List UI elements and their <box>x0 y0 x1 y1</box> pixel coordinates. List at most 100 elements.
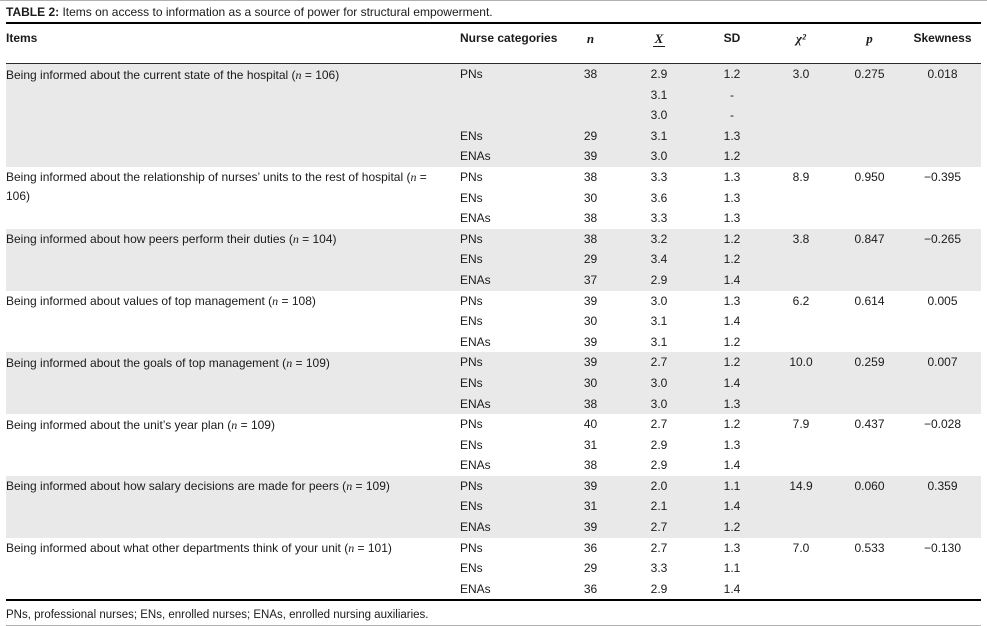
stats-table-body: Being informed about the current state o… <box>6 63 981 601</box>
sd-cell: 1.2 <box>697 63 767 85</box>
p-value-cell <box>835 125 904 147</box>
chi-square-cell: 7.9 <box>792 417 810 432</box>
nurse-category-cell: ENAs <box>460 146 560 167</box>
mean-cell: 3.0 <box>621 393 697 415</box>
table-caption: TABLE 2: Items on access to information … <box>6 1 981 24</box>
n-cell: 40 <box>583 417 598 432</box>
chi-square-cell <box>767 188 835 209</box>
table-row: Being informed about what other departme… <box>6 538 981 559</box>
nurse-category-cell: ENs <box>460 314 483 329</box>
chi-square-cell: 7.0 <box>792 540 810 555</box>
table-row: Being informed about the relationship of… <box>6 167 981 204</box>
item-n-symbol: n <box>295 67 302 82</box>
chi-square-cell: 3.8 <box>767 228 835 250</box>
p-value-cell <box>835 558 904 579</box>
n-cell: 39 <box>560 352 621 373</box>
header-row: Items Nurse categories n X SD χ² p Skewn… <box>6 24 981 64</box>
sd-cell: - <box>697 84 767 106</box>
item-cell: Being informed about the goals of top ma… <box>6 352 460 415</box>
table-row: ENAs 38 2.9 1.4 <box>6 455 981 476</box>
skewness-cell <box>904 311 981 332</box>
chi-square-cell <box>767 579 835 601</box>
chi-square-cell: 3.0 <box>767 63 835 85</box>
sd-cell: 1.2 <box>697 228 767 250</box>
table-row: ENAs 36 2.9 1.4 <box>6 579 981 601</box>
nurse-category-cell: ENAs <box>460 334 491 349</box>
table-row: ENs 29 3.4 1.2 <box>6 249 981 270</box>
skewness-cell <box>904 496 981 518</box>
n-cell: 29 <box>583 561 598 576</box>
sd-cell: 1.2 <box>723 334 741 349</box>
sd-cell: 1.3 <box>697 393 767 415</box>
skewness-cell <box>904 579 981 601</box>
n-cell: 36 <box>583 581 598 596</box>
skewness-cell: −0.395 <box>923 169 962 184</box>
skewness-cell <box>904 146 981 167</box>
mean-cell: 3.6 <box>650 190 668 205</box>
chi-square-cell: 14.9 <box>767 475 835 497</box>
nurse-category-cell: PNs <box>460 228 560 250</box>
table-row: 3.1- <box>6 84 981 106</box>
item-n-symbol: n <box>346 479 353 494</box>
n-cell: 38 <box>560 63 621 85</box>
nurse-category-cell: ENs <box>460 437 483 452</box>
mean-cell: 3.4 <box>621 249 697 270</box>
chi-square-cell <box>767 517 835 538</box>
skewness-cell: −0.028 <box>923 417 962 432</box>
mean-cell: 2.9 <box>621 269 697 291</box>
item-cell: Being informed about what other departme… <box>6 541 392 556</box>
p-value-cell: 0.275 <box>835 63 904 85</box>
skewness-cell <box>904 558 981 579</box>
sd-cell: 1.4 <box>697 496 767 518</box>
n-cell <box>560 105 621 126</box>
skewness-cell <box>904 125 981 147</box>
skewness-cell <box>904 393 981 415</box>
mean-cell: 3.0 <box>621 146 697 167</box>
nurse-category-cell: PNs <box>460 475 560 497</box>
skewness-cell: 0.018 <box>904 63 981 85</box>
table-row: ENs 31 2.9 1.3 <box>6 435 981 456</box>
nurse-category-cell: PNs <box>460 352 560 373</box>
table-row: ENs 29 3.3 1.1 <box>6 558 981 579</box>
mean-cell: 3.0 <box>650 293 668 308</box>
item-n-symbol: n <box>348 541 355 556</box>
p-value-cell <box>835 146 904 167</box>
p-value-cell <box>835 332 904 353</box>
n-cell: 39 <box>560 475 621 497</box>
n-cell <box>560 84 621 106</box>
n-cell: 31 <box>583 437 598 452</box>
nurse-category-cell: ENAs <box>460 393 560 415</box>
sd-cell: 1.3 <box>723 211 741 226</box>
chi-square-cell <box>767 393 835 415</box>
n-cell: 39 <box>560 146 621 167</box>
n-cell: 37 <box>560 269 621 291</box>
mean-cell: 2.1 <box>621 496 697 518</box>
p-value-cell: 0.614 <box>854 293 885 308</box>
nurse-category-cell: ENs <box>460 190 483 205</box>
sd-cell: 1.3 <box>723 169 741 184</box>
table-footnote: PNs, professional nurses; ENs, enrolled … <box>6 601 981 626</box>
skewness-cell: −0.130 <box>923 540 962 555</box>
chi-square-cell: 6.2 <box>792 293 810 308</box>
nurse-category-cell: ENs <box>460 249 560 270</box>
chi-square-cell <box>767 558 835 579</box>
table-caption-text: Items on access to information as a sour… <box>62 5 493 19</box>
sd-cell: 1.3 <box>723 190 741 205</box>
sd-cell: 1.2 <box>697 146 767 167</box>
p-value-cell <box>835 579 904 601</box>
col-header-nurse-categories: Nurse categories <box>460 24 560 64</box>
stats-table: Items Nurse categories n X SD χ² p Skewn… <box>6 24 981 602</box>
skewness-cell <box>904 208 981 229</box>
mean-cell: 3.1 <box>621 84 697 106</box>
nurse-category-cell: ENs <box>460 372 560 394</box>
sd-cell: 1.3 <box>723 540 741 555</box>
nurse-category-cell: ENs <box>460 496 560 518</box>
n-cell: 38 <box>583 458 598 473</box>
chi-square-cell <box>767 125 835 147</box>
mean-cell: 3.0 <box>621 105 697 126</box>
item-cell: Being informed about the unit’s year pla… <box>6 417 275 432</box>
nurse-category-cell: ENAs <box>460 458 491 473</box>
n-cell: 31 <box>560 496 621 518</box>
chi-square-cell: 8.9 <box>792 169 810 184</box>
n-cell: 39 <box>583 334 598 349</box>
